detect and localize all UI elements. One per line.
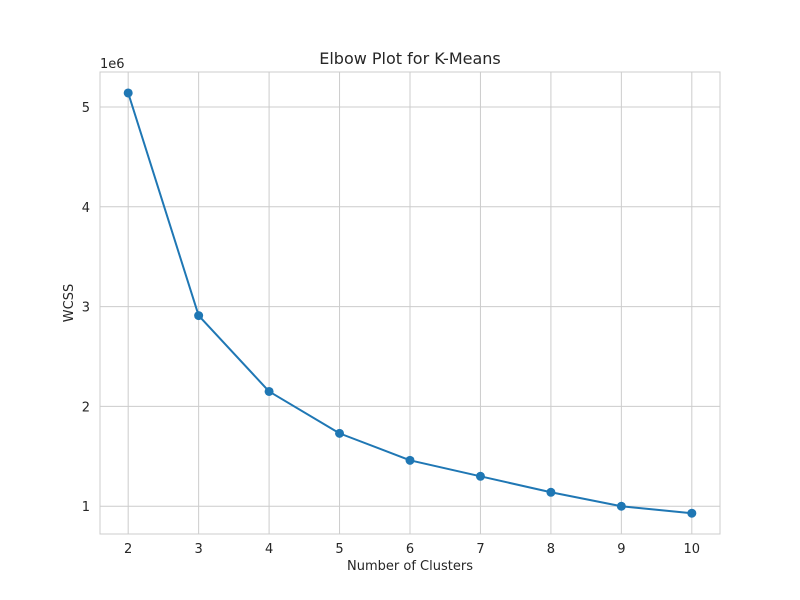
x-tick-label: 4 bbox=[265, 542, 273, 557]
y-tick-label: 5 bbox=[82, 101, 90, 116]
series-layer bbox=[123, 88, 697, 518]
y-axis-title: WCSS bbox=[62, 284, 77, 322]
x-tick-label: 6 bbox=[406, 542, 414, 557]
data-point bbox=[194, 311, 204, 321]
data-point bbox=[546, 487, 556, 497]
grid bbox=[100, 72, 720, 534]
y-tick-label: 3 bbox=[82, 301, 90, 316]
data-point bbox=[475, 471, 485, 481]
y-axis-ticks: 1 2 3 4 5 bbox=[82, 101, 90, 515]
data-point bbox=[264, 386, 274, 396]
y-tick-label: 2 bbox=[82, 400, 90, 415]
x-axis-ticks: 2 3 4 5 6 7 8 9 10 bbox=[124, 542, 700, 557]
y-tick-label: 1 bbox=[82, 500, 90, 515]
x-tick-label: 2 bbox=[124, 542, 132, 557]
x-tick-label: 10 bbox=[684, 542, 701, 557]
y-offset-label: 1e6 bbox=[100, 57, 125, 72]
x-tick-label: 5 bbox=[335, 542, 343, 557]
x-tick-label: 8 bbox=[547, 542, 555, 557]
data-point bbox=[405, 455, 415, 465]
x-axis-title: Number of Clusters bbox=[347, 559, 473, 574]
data-point bbox=[335, 428, 345, 438]
x-tick-label: 7 bbox=[476, 542, 484, 557]
x-tick-label: 9 bbox=[617, 542, 625, 557]
chart-title: Elbow Plot for K-Means bbox=[319, 49, 501, 68]
data-point bbox=[687, 508, 697, 518]
data-point bbox=[616, 501, 626, 511]
y-tick-label: 4 bbox=[82, 201, 90, 216]
data-point bbox=[123, 88, 133, 98]
plot-frame bbox=[99, 71, 721, 535]
x-tick-label: 3 bbox=[194, 542, 202, 557]
